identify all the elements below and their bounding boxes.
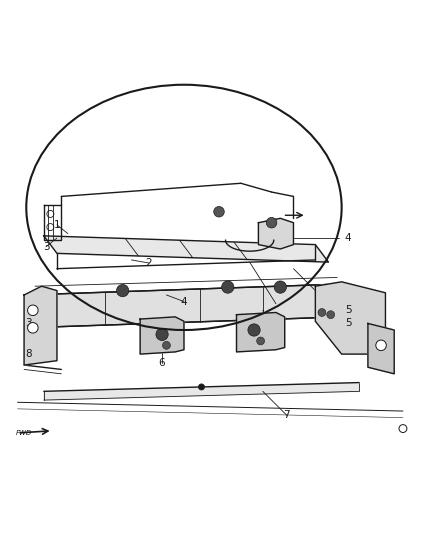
Circle shape [28,305,38,316]
Circle shape [274,281,286,293]
Text: 6: 6 [159,358,166,368]
Circle shape [28,322,38,333]
Circle shape [156,328,168,341]
Text: 4: 4 [180,296,187,306]
Circle shape [198,384,205,390]
Text: 5: 5 [345,318,352,328]
Polygon shape [315,282,385,354]
Text: 4: 4 [345,233,352,243]
Text: 3: 3 [42,242,49,252]
Text: 7: 7 [283,410,290,421]
Polygon shape [26,284,342,328]
Circle shape [214,206,224,217]
Circle shape [117,285,129,297]
Text: 3: 3 [25,318,32,328]
Text: 1: 1 [53,220,60,230]
Circle shape [318,309,326,317]
Circle shape [266,217,277,228]
Circle shape [376,340,386,351]
Circle shape [257,337,265,345]
Circle shape [222,281,234,293]
Polygon shape [237,312,285,352]
Text: FWD: FWD [16,430,32,436]
Text: 8: 8 [25,349,32,359]
Text: 8: 8 [242,343,249,352]
Circle shape [327,311,335,319]
Polygon shape [368,324,394,374]
Polygon shape [24,286,57,365]
Polygon shape [140,317,184,354]
Text: 5: 5 [345,305,352,316]
Text: 2: 2 [145,258,152,268]
Circle shape [248,324,260,336]
Polygon shape [258,219,293,249]
Polygon shape [44,383,359,400]
Circle shape [162,342,170,349]
Text: 9: 9 [389,329,396,340]
Polygon shape [44,236,328,262]
